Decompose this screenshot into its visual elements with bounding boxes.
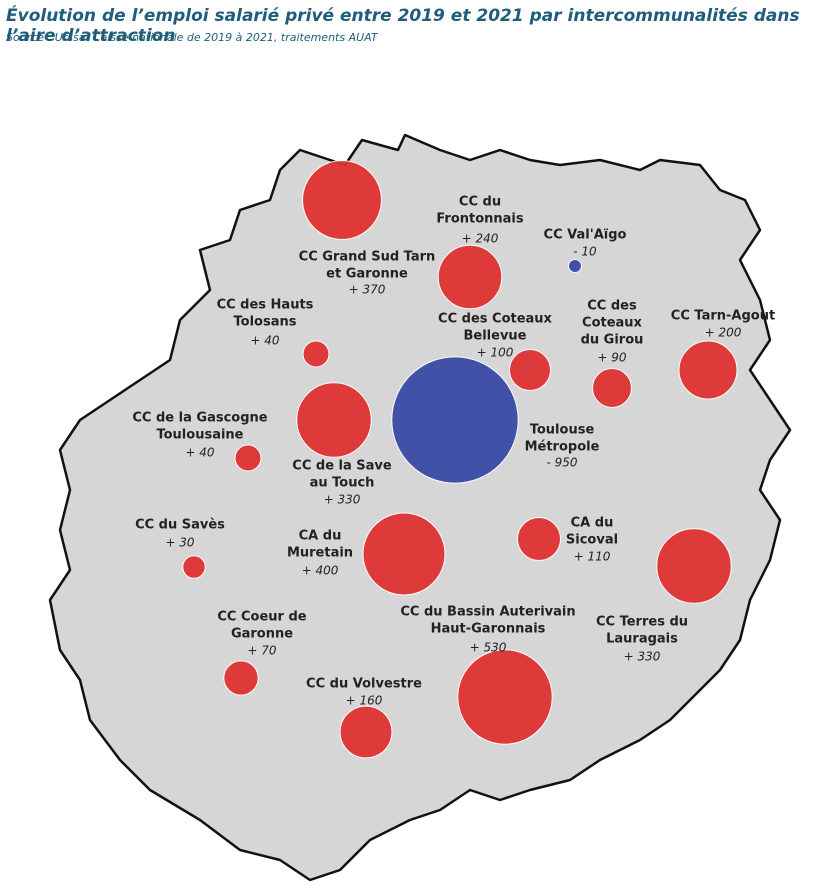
bubble (234, 444, 262, 472)
area-name: CA du (571, 516, 614, 531)
area-name: CC du (459, 195, 501, 210)
value-label: - 10 (573, 245, 597, 259)
value-label: + 200 (705, 326, 742, 340)
value-label: + 330 (324, 493, 361, 507)
bubble (302, 160, 382, 240)
area-name: CC du Volvestre (306, 677, 422, 692)
bubble (437, 244, 503, 310)
bubble (516, 516, 562, 562)
area-name: Toulousaine (156, 428, 243, 443)
area-name: CC Grand Sud Tarn (299, 250, 436, 265)
area-name: Coteaux (582, 316, 643, 331)
bubble (509, 349, 551, 391)
bubble (362, 512, 446, 596)
value-label: + 110 (574, 550, 611, 564)
area-name: Métropole (525, 440, 600, 455)
value-label: + 90 (597, 351, 627, 365)
area-name: Frontonnais (436, 212, 524, 227)
bubble (592, 368, 632, 408)
value-label: + 370 (349, 283, 386, 297)
bubble (391, 356, 519, 484)
bubble (182, 555, 206, 579)
bubble (568, 259, 582, 273)
value-label: + 530 (470, 641, 507, 655)
area-name: du Girou (581, 333, 644, 348)
area-name: CC Val'Aïgo (544, 228, 627, 243)
area-name: CC Coeur de (217, 610, 306, 625)
area-name: CA du (299, 529, 342, 544)
value-label: + 160 (346, 694, 383, 708)
title: Évolution de l’emploi salarié privé entr… (6, 6, 800, 46)
area-name: Toulouse (530, 423, 595, 438)
bubble (457, 649, 553, 745)
area-name: Tolosans (234, 315, 297, 330)
value-label: + 100 (477, 346, 514, 360)
area-name: Muretain (287, 546, 353, 561)
area-name: CC des Coteaux (438, 312, 553, 327)
source: Source : Urssaf Caisse nationale de 2019… (6, 31, 378, 44)
area-name: Lauragais (606, 632, 678, 647)
value-label: + 330 (624, 650, 661, 664)
value-label: + 240 (462, 232, 499, 246)
area-name: au Touch (310, 476, 375, 491)
bubble (678, 340, 738, 400)
value-label: + 40 (250, 334, 280, 348)
bubble (296, 382, 372, 458)
area-name: Haut-Garonnais (431, 622, 546, 637)
area-name: Bellevue (463, 329, 526, 344)
bubble (656, 528, 732, 604)
area-name: CC des (587, 299, 637, 314)
bubble (302, 340, 330, 368)
area-name: CC Tarn-Agout (671, 309, 775, 324)
area-name: CC des Hauts (217, 298, 314, 313)
area-name: Garonne (231, 627, 293, 642)
value-label: + 40 (185, 446, 215, 460)
area-name: CC de la Gascogne (132, 411, 267, 426)
area-name: CC de la Save (292, 459, 392, 474)
area-name: et Garonne (326, 267, 408, 282)
area-name: CC Terres du (596, 615, 688, 630)
value-label: + 30 (165, 536, 195, 550)
bubble (223, 660, 259, 696)
value-label: - 950 (546, 456, 577, 470)
value-label: + 400 (302, 564, 339, 578)
bubble (339, 705, 393, 759)
area-name: Sicoval (566, 533, 618, 548)
value-label: + 70 (247, 644, 277, 658)
territory (48, 133, 792, 882)
area-name: CC du Bassin Auterivain (400, 605, 575, 620)
area-name: CC du Savès (135, 518, 225, 533)
